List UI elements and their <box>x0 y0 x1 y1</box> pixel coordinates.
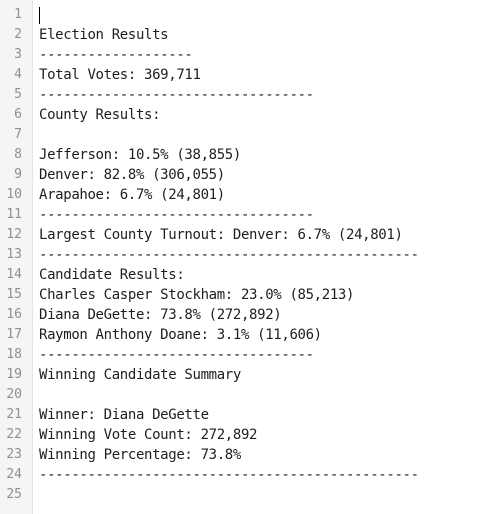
line-number: 19 <box>6 367 22 382</box>
line-number: 5 <box>14 87 22 102</box>
editor-line[interactable]: 7 <box>0 125 496 145</box>
line-number: 20 <box>6 387 22 402</box>
line-number: 23 <box>6 447 22 462</box>
line-text[interactable]: County Results: <box>39 107 161 123</box>
line-number: 12 <box>6 227 22 242</box>
line-text[interactable]: Winner: Diana DeGette <box>39 407 209 423</box>
editor-line[interactable]: 2 Election Results <box>0 25 496 45</box>
line-number: 17 <box>6 327 22 342</box>
line-text[interactable]: Election Results <box>39 27 169 43</box>
line-text[interactable]: Total Votes: 369,711 <box>39 67 201 83</box>
line-text[interactable]: Winning Vote Count: 272,892 <box>39 427 258 443</box>
editor-line[interactable]: 10 Arapahoe: 6.7% (24,801) <box>0 185 496 205</box>
editor-line[interactable]: 12 Largest County Turnout: Denver: 6.7% (… <box>0 225 496 245</box>
line-number: 1 <box>14 7 22 22</box>
line-number: 13 <box>6 247 22 262</box>
line-number: 4 <box>14 67 22 82</box>
line-number: 2 <box>14 27 22 42</box>
line-number: 10 <box>6 187 22 202</box>
line-number: 16 <box>6 307 22 322</box>
line-text[interactable]: ----------------------------------------… <box>39 467 419 483</box>
line-text[interactable]: Raymon Anthony Doane: 3.1% (11,606) <box>39 327 322 343</box>
line-text[interactable]: Winning Candidate Summary <box>39 367 241 383</box>
line-number: 22 <box>6 427 22 442</box>
editor-line[interactable]: 8 Jefferson: 10.5% (38,855) <box>0 145 496 165</box>
line-number: 15 <box>6 287 22 302</box>
line-number: 9 <box>14 167 22 182</box>
editor-line[interactable]: 16 Diana DeGette: 73.8% (272,892) <box>0 305 496 325</box>
line-number: 25 <box>6 487 22 502</box>
line-text[interactable]: ----------------------------------------… <box>39 247 419 263</box>
editor-line[interactable]: 15 Charles Casper Stockham: 23.0% (85,213… <box>0 285 496 305</box>
editor-line[interactable]: 20 <box>0 385 496 405</box>
editor-line[interactable]: 14 Candidate Results: <box>0 265 496 285</box>
editor-line[interactable]: 3 ------------------- <box>0 45 496 65</box>
line-text[interactable]: Jefferson: 10.5% (38,855) <box>39 147 241 163</box>
line-number: 14 <box>6 267 22 282</box>
editor-content[interactable]: 1 2 Election Results 3 ------------------- 4 T… <box>0 5 496 505</box>
editor-line[interactable]: 18 ---------------------------------- <box>0 345 496 365</box>
line-text[interactable]: Charles Casper Stockham: 23.0% (85,213) <box>39 287 355 303</box>
line-text[interactable]: Largest County Turnout: Denver: 6.7% (24… <box>39 227 403 243</box>
line-text[interactable]: ---------------------------------- <box>39 207 314 223</box>
editor-line[interactable]: 19 Winning Candidate Summary <box>0 365 496 385</box>
editor-line[interactable]: 11 ---------------------------------- <box>0 205 496 225</box>
line-number: 11 <box>6 207 22 222</box>
editor-line[interactable]: 13 --------------------------------------… <box>0 245 496 265</box>
editor-line[interactable]: 17 Raymon Anthony Doane: 3.1% (11,606) <box>0 325 496 345</box>
editor-line[interactable]: 4 Total Votes: 369,711 <box>0 65 496 85</box>
line-number-gutter <box>0 0 33 514</box>
editor-line[interactable]: 1 <box>0 5 496 25</box>
editor-line[interactable]: 24 --------------------------------------… <box>0 465 496 485</box>
line-number: 7 <box>14 127 22 142</box>
line-text[interactable]: Arapahoe: 6.7% (24,801) <box>39 187 225 203</box>
editor-line[interactable]: 25 <box>0 485 496 505</box>
line-number: 8 <box>14 147 22 162</box>
editor-line[interactable]: 5 ---------------------------------- <box>0 85 496 105</box>
editor-line[interactable]: 6 County Results: <box>0 105 496 125</box>
line-number: 3 <box>14 47 22 62</box>
line-text[interactable]: ------------------- <box>39 47 193 63</box>
line-number: 6 <box>14 107 22 122</box>
line-number: 24 <box>6 467 22 482</box>
line-text[interactable]: Denver: 82.8% (306,055) <box>39 167 225 183</box>
line-text[interactable]: Diana DeGette: 73.8% (272,892) <box>39 307 282 323</box>
line-text[interactable]: Winning Percentage: 73.8% <box>39 447 241 463</box>
text-cursor <box>39 7 40 24</box>
editor-line[interactable]: 21 Winner: Diana DeGette <box>0 405 496 425</box>
line-text[interactable]: ---------------------------------- <box>39 87 314 103</box>
line-number: 18 <box>6 347 22 362</box>
line-number: 21 <box>6 407 22 422</box>
line-text[interactable]: Candidate Results: <box>39 267 185 283</box>
editor-line[interactable]: 9 Denver: 82.8% (306,055) <box>0 165 496 185</box>
line-text[interactable]: ---------------------------------- <box>39 347 314 363</box>
editor-line[interactable]: 23 Winning Percentage: 73.8% <box>0 445 496 465</box>
editor-line[interactable]: 22 Winning Vote Count: 272,892 <box>0 425 496 445</box>
